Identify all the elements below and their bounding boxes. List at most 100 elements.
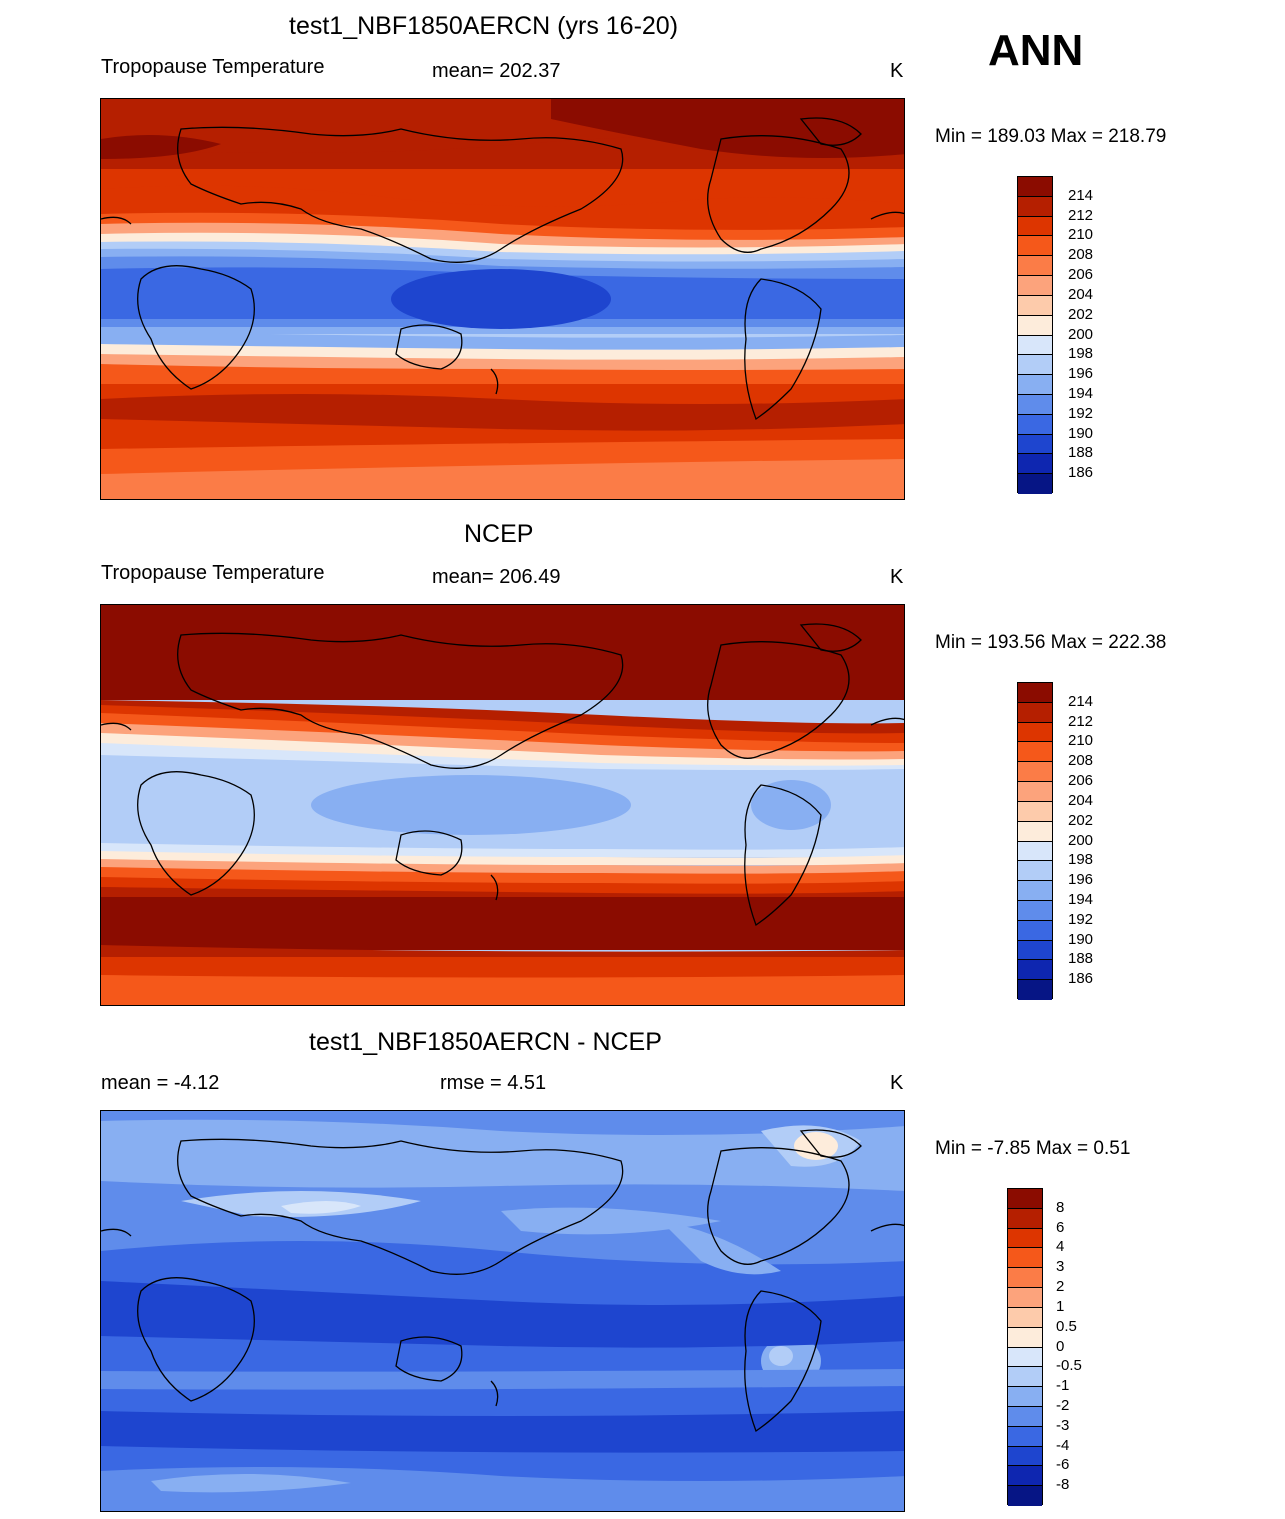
legend-swatch [1018,414,1052,435]
legend-swatch [1018,276,1052,296]
legend-swatch [1018,335,1052,356]
legend-label: 204 [1068,285,1094,303]
legend-label: 198 [1068,851,1094,869]
legend-label: -3 [1056,1416,1070,1434]
legend-swatch [1018,980,1052,1000]
legend-swatch [1018,920,1052,941]
legend-swatch [1018,256,1052,277]
legend-swatch [1018,375,1052,395]
legend-swatch [1018,315,1052,336]
legend-swatch [1008,1426,1042,1447]
legend-swatch [1018,900,1052,921]
panel-1-left-label: Tropopause Temperature [101,56,325,78]
legend-label: 200 [1068,325,1094,343]
legend-label: 186 [1068,464,1094,482]
legend-label: 196 [1068,365,1094,383]
legend-swatch [1008,1288,1042,1308]
panel-3-legend-bar [1007,1188,1043,1506]
legend-swatch [1018,881,1052,901]
legend-swatch [1008,1248,1042,1269]
legend-swatch [1018,434,1052,455]
legend-swatch [1008,1347,1042,1368]
legend-label: 188 [1068,444,1094,462]
panel-3-map [100,1110,905,1512]
legend-swatch [1018,722,1052,743]
legend-label: -0.5 [1056,1357,1082,1375]
legend-swatch [1008,1189,1042,1209]
legend-label: 204 [1068,791,1094,809]
legend-label: 214 [1068,692,1094,710]
panel-1-units: K [890,60,904,82]
legend-label: 212 [1068,712,1094,730]
legend-swatch [1008,1406,1042,1427]
legend-swatch [1018,940,1052,961]
legend-swatch [1018,861,1052,882]
panel-3-map-svg [101,1111,904,1511]
legend-label: 190 [1068,930,1094,948]
legend-swatch [1018,196,1052,217]
legend-label: 186 [1068,970,1094,988]
panel-2-units: K [890,566,904,588]
legend-swatch [1018,355,1052,376]
legend-label: -1 [1056,1377,1070,1395]
legend-swatch [1018,236,1052,257]
legend-label: 210 [1068,226,1094,244]
legend-label: 198 [1068,345,1094,363]
legend-swatch [1008,1466,1042,1487]
legend-swatch [1008,1208,1042,1229]
legend-label: 194 [1068,890,1094,908]
legend-swatch [1018,474,1052,494]
panel-2-map [100,604,905,1006]
panel-1-minmax: Min = 189.03 Max = 218.79 [935,126,1167,147]
panel-2-title: NCEP [464,520,534,548]
legend-swatch [1018,454,1052,475]
legend-label: 196 [1068,871,1094,889]
legend-swatch [1008,1307,1042,1328]
panel-2-legend-bar [1017,682,1053,1000]
legend-label: 3 [1056,1258,1065,1276]
legend-swatch [1018,177,1052,197]
legend-swatch [1018,394,1052,415]
legend-label: 1 [1056,1297,1065,1315]
season-label: ANN [988,26,1084,75]
legend-swatch [1018,821,1052,842]
legend-label: 194 [1068,384,1094,402]
legend-label: 192 [1068,910,1094,928]
legend-label: 8 [1056,1198,1065,1216]
legend-label: 2 [1056,1278,1065,1296]
legend-swatch [1008,1387,1042,1407]
panel-2-mean: mean= 206.49 [432,566,561,588]
panel-1-legend-bar [1017,176,1053,494]
panel-1-map [100,98,905,500]
legend-label: 212 [1068,206,1094,224]
legend-label: 4 [1056,1238,1065,1256]
panel-2-minmax: Min = 193.56 Max = 222.38 [935,632,1167,653]
panel-3-title: test1_NBF1850AERCN - NCEP [309,1028,662,1056]
legend-swatch [1018,295,1052,316]
panel-3-units: K [890,1072,904,1094]
legend-label: 208 [1068,246,1094,264]
panel-1-map-svg [101,99,904,499]
legend-swatch [1008,1486,1042,1506]
panel-3-rmse: rmse = 4.51 [440,1072,547,1094]
legend-swatch [1018,801,1052,822]
legend-label: -8 [1056,1476,1070,1494]
legend-label: -2 [1056,1396,1070,1414]
legend-label: -4 [1056,1436,1070,1454]
legend-swatch [1018,762,1052,783]
legend-swatch [1018,782,1052,802]
legend-label: 208 [1068,752,1094,770]
legend-label: 0.5 [1056,1317,1077,1335]
legend-label: 210 [1068,732,1094,750]
legend-label: 188 [1068,950,1094,968]
panel-1-title: test1_NBF1850AERCN (yrs 16-20) [289,12,679,40]
legend-label: 0 [1056,1337,1065,1355]
legend-swatch [1008,1228,1042,1249]
legend-swatch [1018,702,1052,723]
legend-label: 6 [1056,1218,1065,1236]
legend-swatch [1018,216,1052,237]
legend-swatch [1008,1268,1042,1289]
legend-label: 192 [1068,404,1094,422]
legend-swatch [1018,841,1052,862]
legend-swatch [1018,960,1052,981]
